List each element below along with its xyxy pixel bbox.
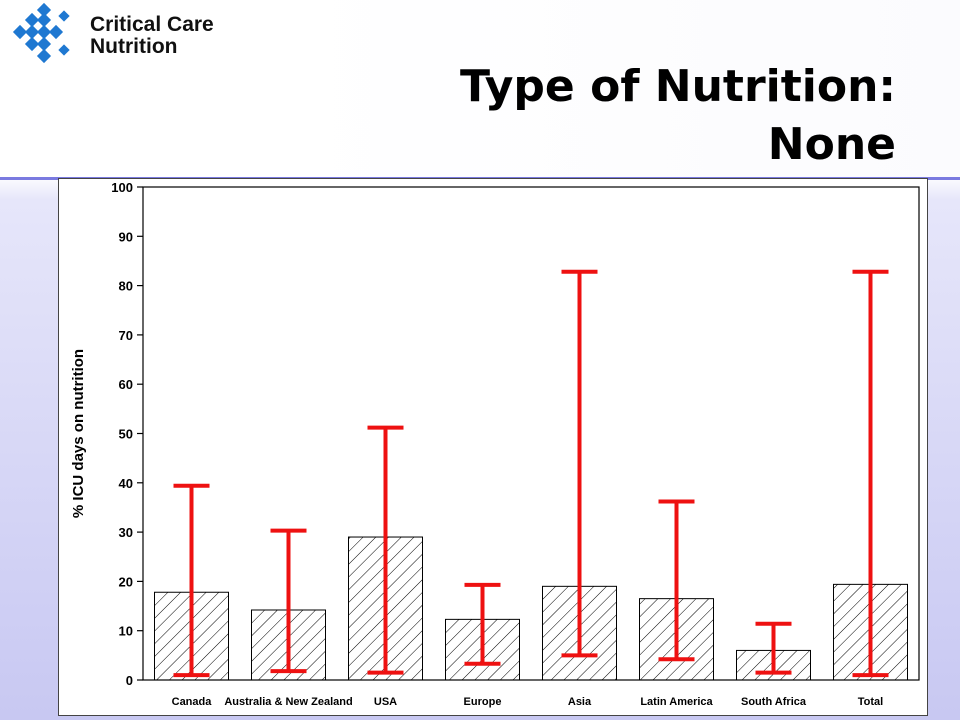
logo-diamond [24, 36, 40, 52]
logo-text-line1: Critical Care [90, 13, 214, 36]
y-tick-label: 30 [119, 525, 133, 540]
page-title: Type of Nutrition: None [196, 58, 896, 174]
plot-frame [142, 186, 920, 681]
y-tick-label: 80 [119, 279, 133, 294]
title-line1: Type of Nutrition: [459, 61, 896, 112]
x-tick-label: South Africa [741, 696, 807, 708]
logo-diamond [36, 24, 52, 40]
logo-diamond [24, 12, 40, 28]
y-tick-label: 40 [119, 476, 133, 491]
y-axis-label: % ICU days on nutrition [70, 349, 87, 518]
y-tick-label: 50 [119, 427, 133, 442]
x-tick-label: Canada [172, 696, 213, 708]
x-tick-label: Total [858, 696, 883, 708]
title-line2: None [767, 119, 896, 170]
y-tick-label: 10 [119, 624, 133, 639]
logo-diamond [12, 24, 28, 40]
y-tick-label: 60 [119, 377, 133, 392]
logo-diamond [58, 44, 70, 56]
x-tick-label: Latin America [640, 696, 713, 708]
y-tick-label: 100 [111, 180, 133, 195]
y-tick-label: 0 [126, 673, 133, 688]
diamond-cluster-icon [12, 2, 70, 64]
y-tick-label: 20 [119, 574, 133, 589]
logo-diamond [36, 2, 52, 18]
y-tick-label: 90 [119, 229, 133, 244]
logo-diamond [48, 24, 64, 40]
x-tick-label: Asia [568, 696, 592, 708]
logo-diamond [58, 10, 70, 22]
critical-care-nutrition-logo: Critical Care Nutrition [4, 2, 324, 66]
x-tick-label: Australia & New Zealand [224, 696, 352, 708]
y-tick-label: 70 [119, 328, 133, 343]
logo-diamond [36, 12, 52, 28]
logo-text-line2: Nutrition [90, 35, 178, 58]
chart-panel: 0 10 20 30 40 50 60 70 80 90 100 % ICU days on nutr… [58, 178, 928, 716]
logo-diamond [36, 36, 52, 52]
logo-text: Critical Care Nutrition [90, 14, 310, 58]
x-tick-label: Europe [464, 696, 502, 708]
bar-chart: 0 10 20 30 40 50 60 70 80 90 100 % ICU days on nutr… [70, 180, 920, 708]
logo-diamond [24, 24, 40, 40]
x-tick-label: USA [374, 696, 397, 708]
logo-diamond [36, 48, 52, 64]
